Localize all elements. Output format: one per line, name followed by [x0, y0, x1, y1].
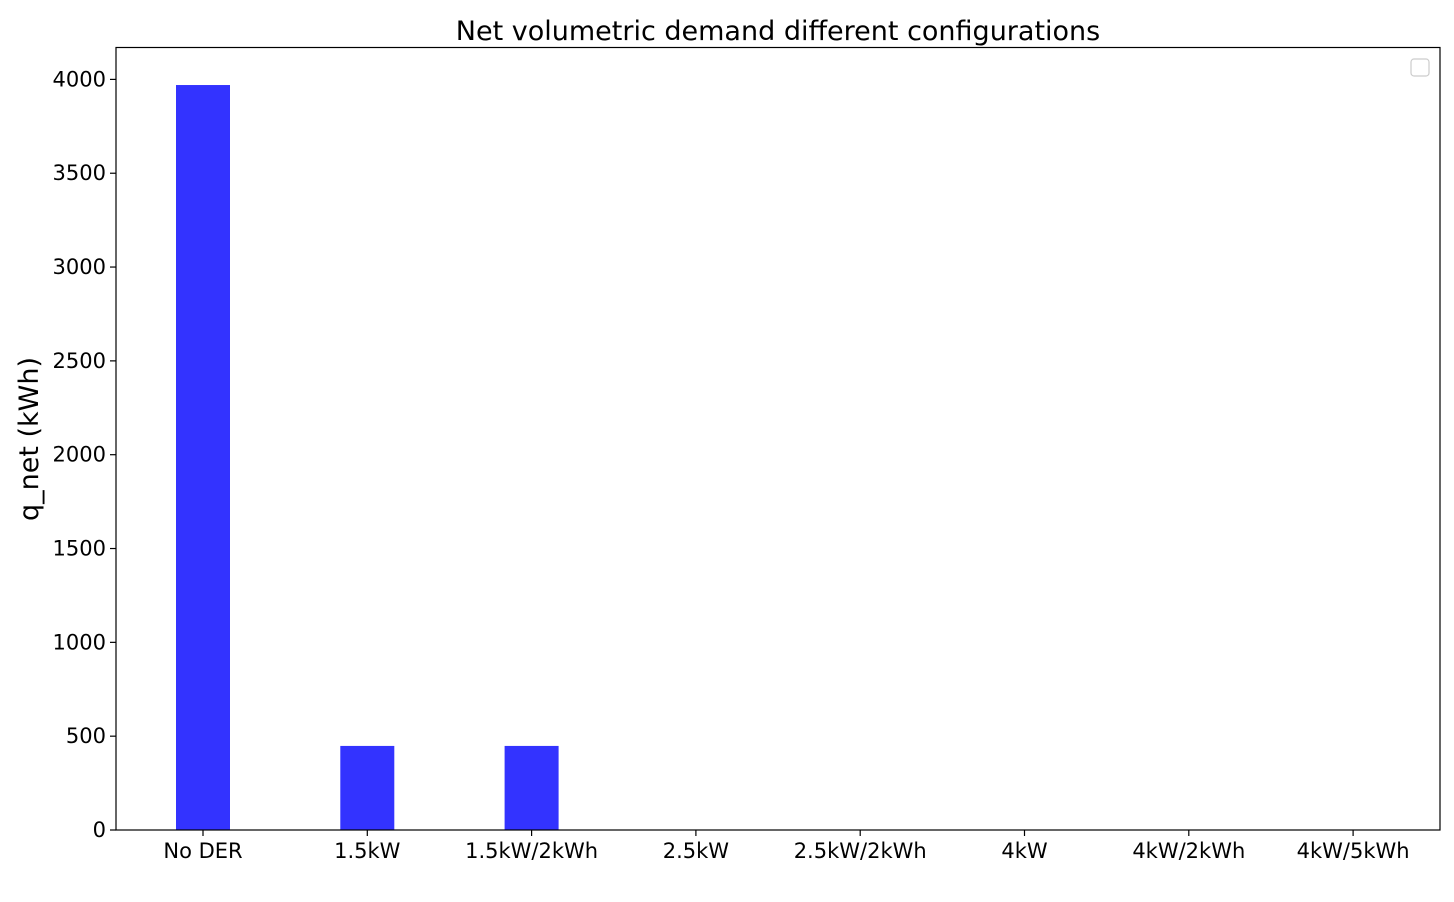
y-tick-label-4: 2000 — [53, 443, 106, 467]
y-tick-label-2: 1000 — [53, 630, 106, 654]
x-tick-label-2: 1.5kW/2kWh — [465, 839, 598, 863]
plot-frame — [115, 46, 1441, 831]
y-axis-label: q_net (kWh) — [14, 357, 45, 521]
y-axis-ticks: 0 500 1000 1500 2000 2500 3000 3500 4000 — [53, 67, 116, 842]
y-tick-label-5: 2500 — [53, 349, 106, 373]
y-tick-label-7: 3500 — [53, 161, 106, 185]
chart-title: Net volumetric demand different configur… — [456, 16, 1100, 47]
x-tick-label-7: 4kW/5kWh — [1297, 839, 1410, 863]
bars-group — [176, 85, 559, 830]
x-tick-label-0: No DER — [163, 839, 242, 863]
legend-box — [1410, 58, 1430, 77]
x-tick-label-6: 4kW/2kWh — [1132, 839, 1245, 863]
y-tick-label-6: 3000 — [53, 255, 106, 279]
x-axis-ticks: No DER 1.5kW 1.5kW/2kWh 2.5kW 2.5kW/2kWh 4kW 4… — [163, 830, 1410, 863]
x-tick-label-5: 4kW — [1001, 839, 1048, 863]
y-tick-label-3: 1500 — [53, 537, 106, 561]
bar-1 — [340, 745, 395, 830]
y-tick-label-1: 500 — [66, 724, 106, 748]
x-tick-label-4: 2.5kW/2kWh — [794, 839, 927, 863]
bar-2 — [504, 745, 559, 830]
bar-0 — [176, 85, 230, 830]
y-tick-label-0: 0 — [93, 818, 106, 842]
x-tick-label-1: 1.5kW — [334, 839, 401, 863]
x-tick-label-3: 2.5kW — [663, 839, 730, 863]
y-tick-label-8: 4000 — [53, 67, 106, 91]
